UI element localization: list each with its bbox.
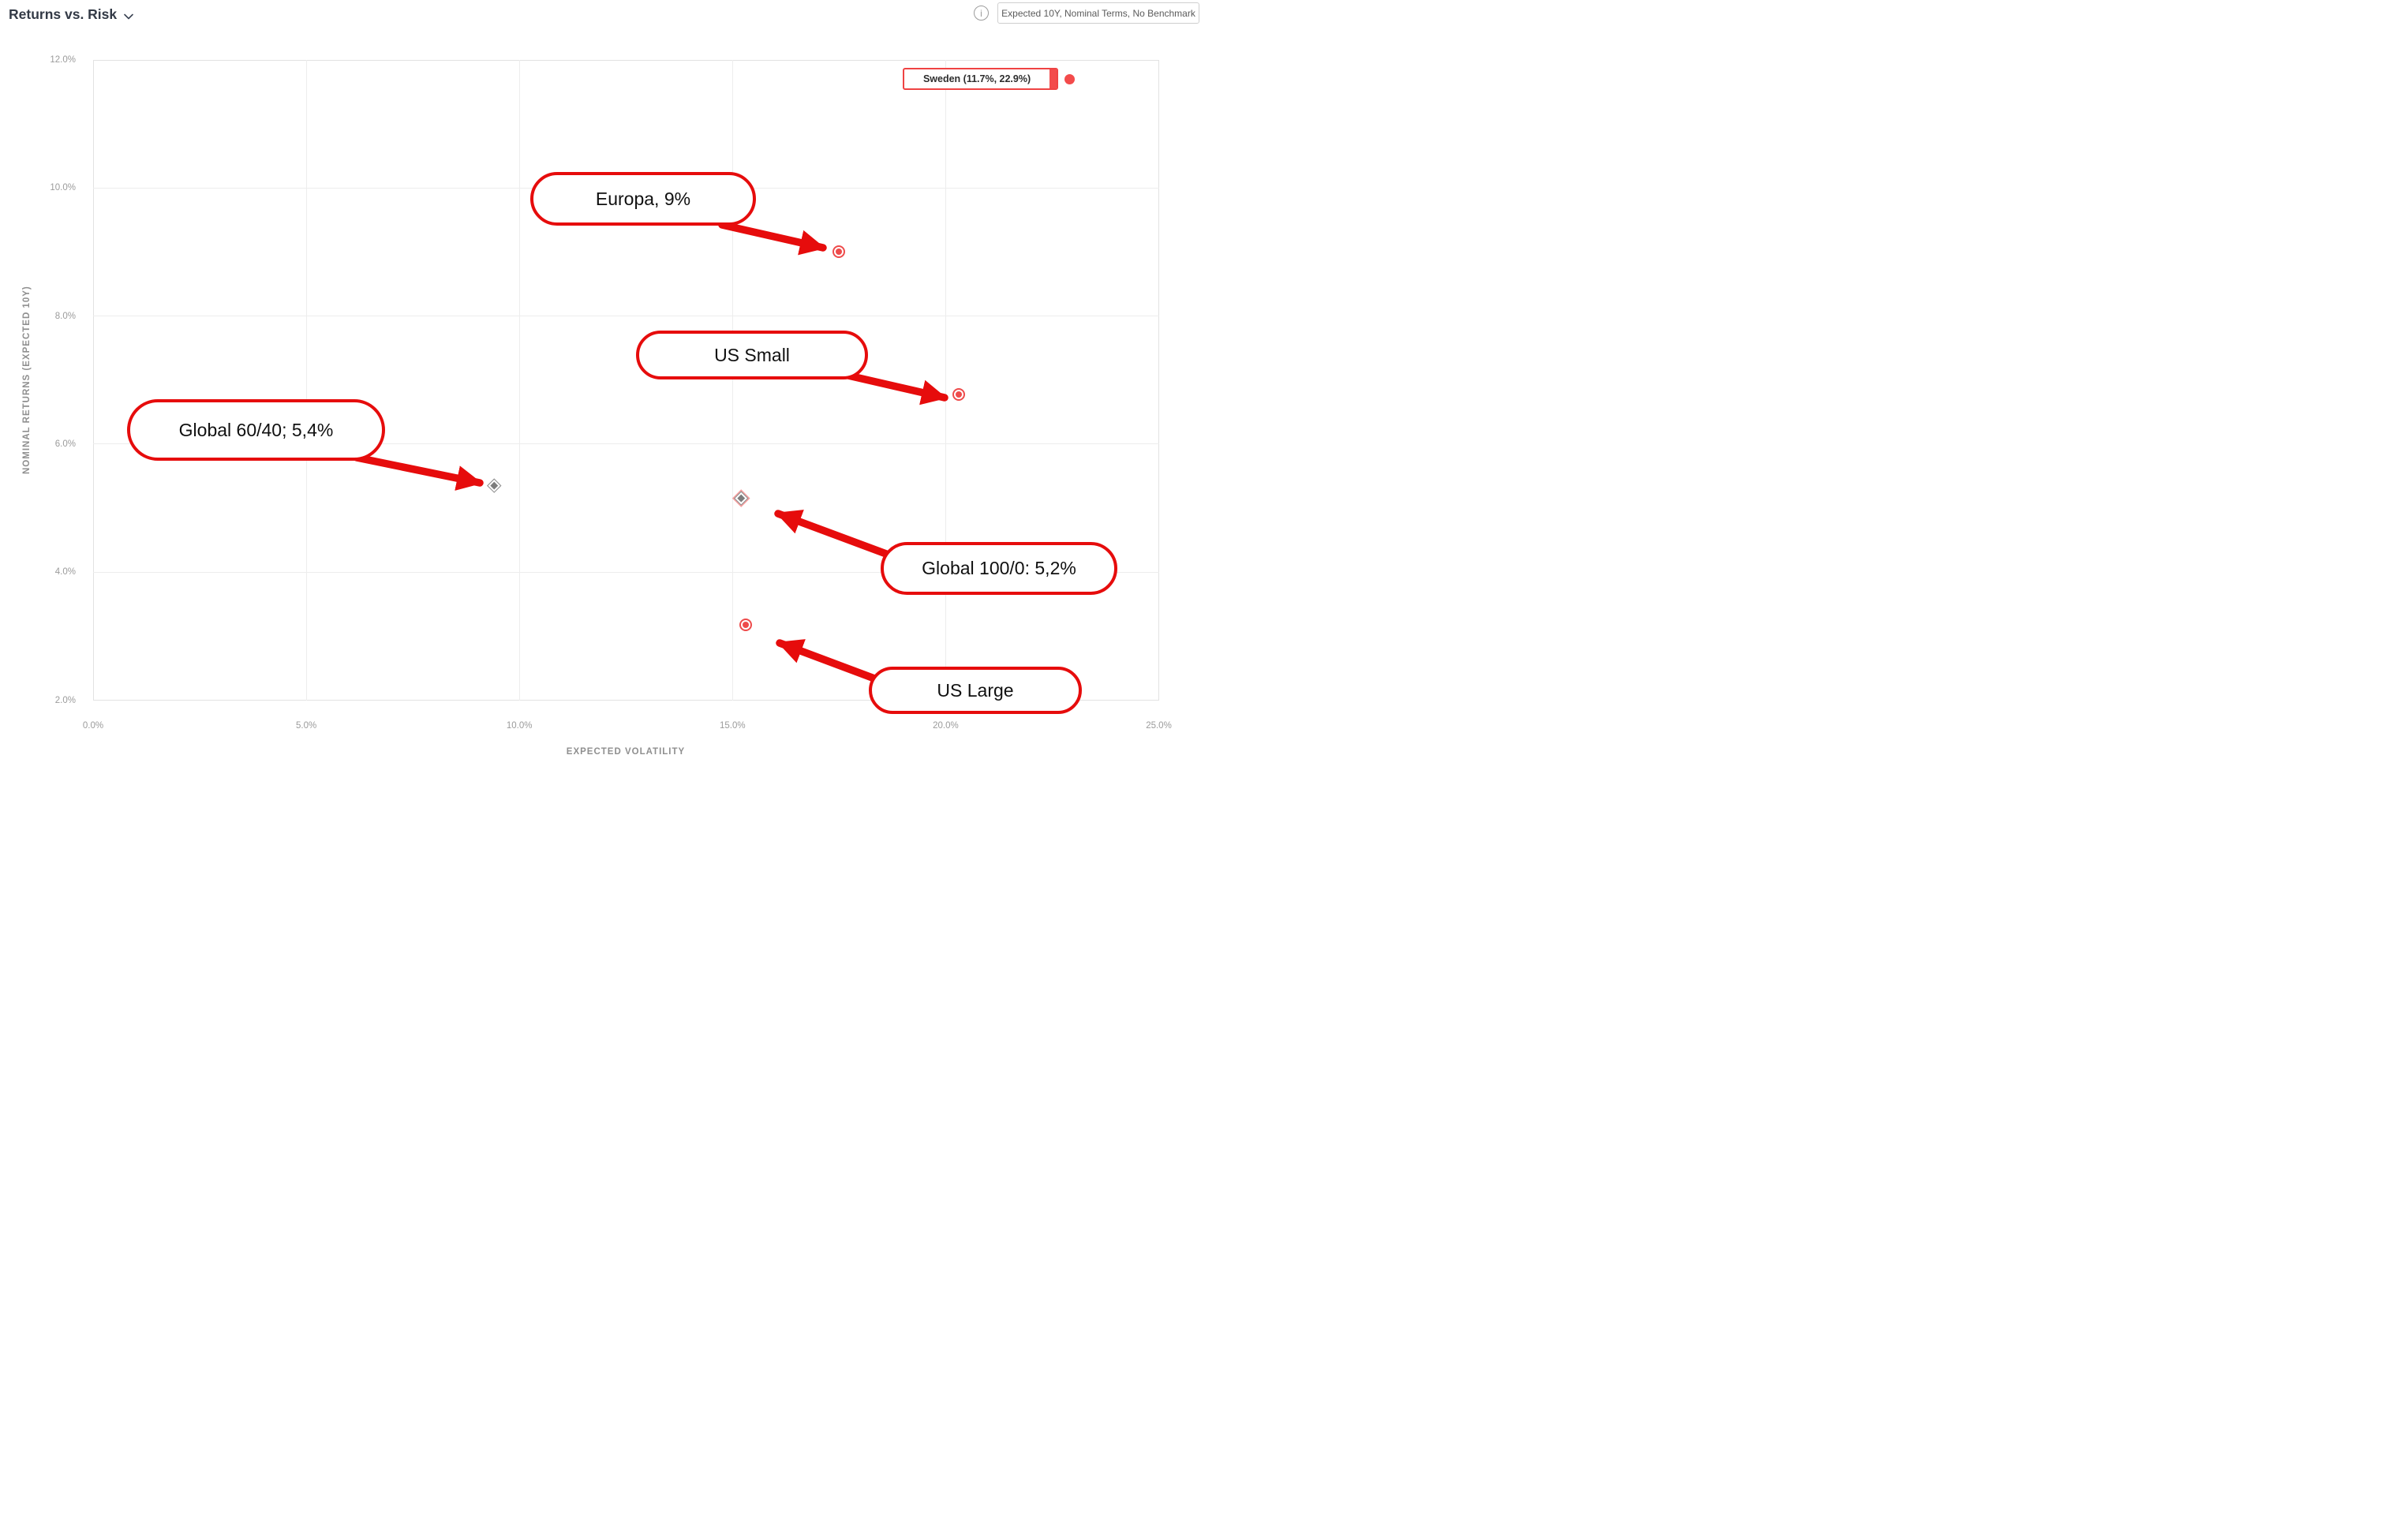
sweden-tooltip-accent-bar xyxy=(1049,69,1057,89)
x-axis-title: EXPECTED VOLATILITY xyxy=(566,747,686,757)
annotation-us-small: US Small xyxy=(636,331,868,379)
chevron-down-icon xyxy=(124,7,133,24)
annotation-europa-9: Europa, 9% xyxy=(530,172,756,226)
x-tick-label: 15.0% xyxy=(719,721,746,731)
x-tick-label: 0.0% xyxy=(82,721,104,731)
sweden-tooltip-text: Sweden (11.7%, 22.9%) xyxy=(922,73,1031,85)
y-gridline xyxy=(93,443,1159,445)
x-gridline xyxy=(945,60,946,701)
x-gridline xyxy=(518,60,520,701)
y-gridline xyxy=(93,571,1159,573)
point-europa[interactable] xyxy=(832,245,846,259)
annotation-global-100-0-5-2: Global 100/0: 5,2% xyxy=(881,542,1117,595)
x-tick-label: 5.0% xyxy=(295,721,317,731)
y-tick-label: 2.0% xyxy=(54,695,76,705)
point-us-large[interactable] xyxy=(739,618,752,631)
benchmark-filter-box[interactable]: Expected 10Y, Nominal Terms, No Benchmar… xyxy=(997,2,1199,24)
plot-area xyxy=(93,60,1159,701)
info-icon[interactable]: i xyxy=(974,6,989,21)
y-tick-label: 8.0% xyxy=(54,311,76,321)
x-gridline xyxy=(731,60,733,701)
y-tick-label: 6.0% xyxy=(54,439,76,449)
page-title: Returns vs. Risk xyxy=(9,6,118,22)
y-tick-label: 12.0% xyxy=(50,55,76,65)
y-axis-title: NOMINAL RETURNS (EXPECTED 10Y) xyxy=(22,286,32,474)
chart-title-dropdown[interactable]: Returns vs. Risk xyxy=(9,6,133,24)
y-tick-label: 10.0% xyxy=(50,183,76,193)
y-tick-label: 4.0% xyxy=(54,567,76,578)
point-sweden[interactable] xyxy=(1064,73,1075,84)
x-tick-label: 10.0% xyxy=(506,721,533,731)
x-tick-label: 25.0% xyxy=(1146,721,1172,731)
annotation-global-60-40-5-4: Global 60/40; 5,4% xyxy=(127,399,385,461)
sweden-tooltip: Sweden (11.7%, 22.9%) xyxy=(903,68,1059,91)
annotation-us-large: US Large xyxy=(869,667,1082,714)
x-gridline xyxy=(305,60,307,701)
filter-label: Expected 10Y, Nominal Terms, No Benchmar… xyxy=(1001,7,1195,19)
x-tick-label: 20.0% xyxy=(933,721,959,731)
point-us-small[interactable] xyxy=(952,388,965,402)
